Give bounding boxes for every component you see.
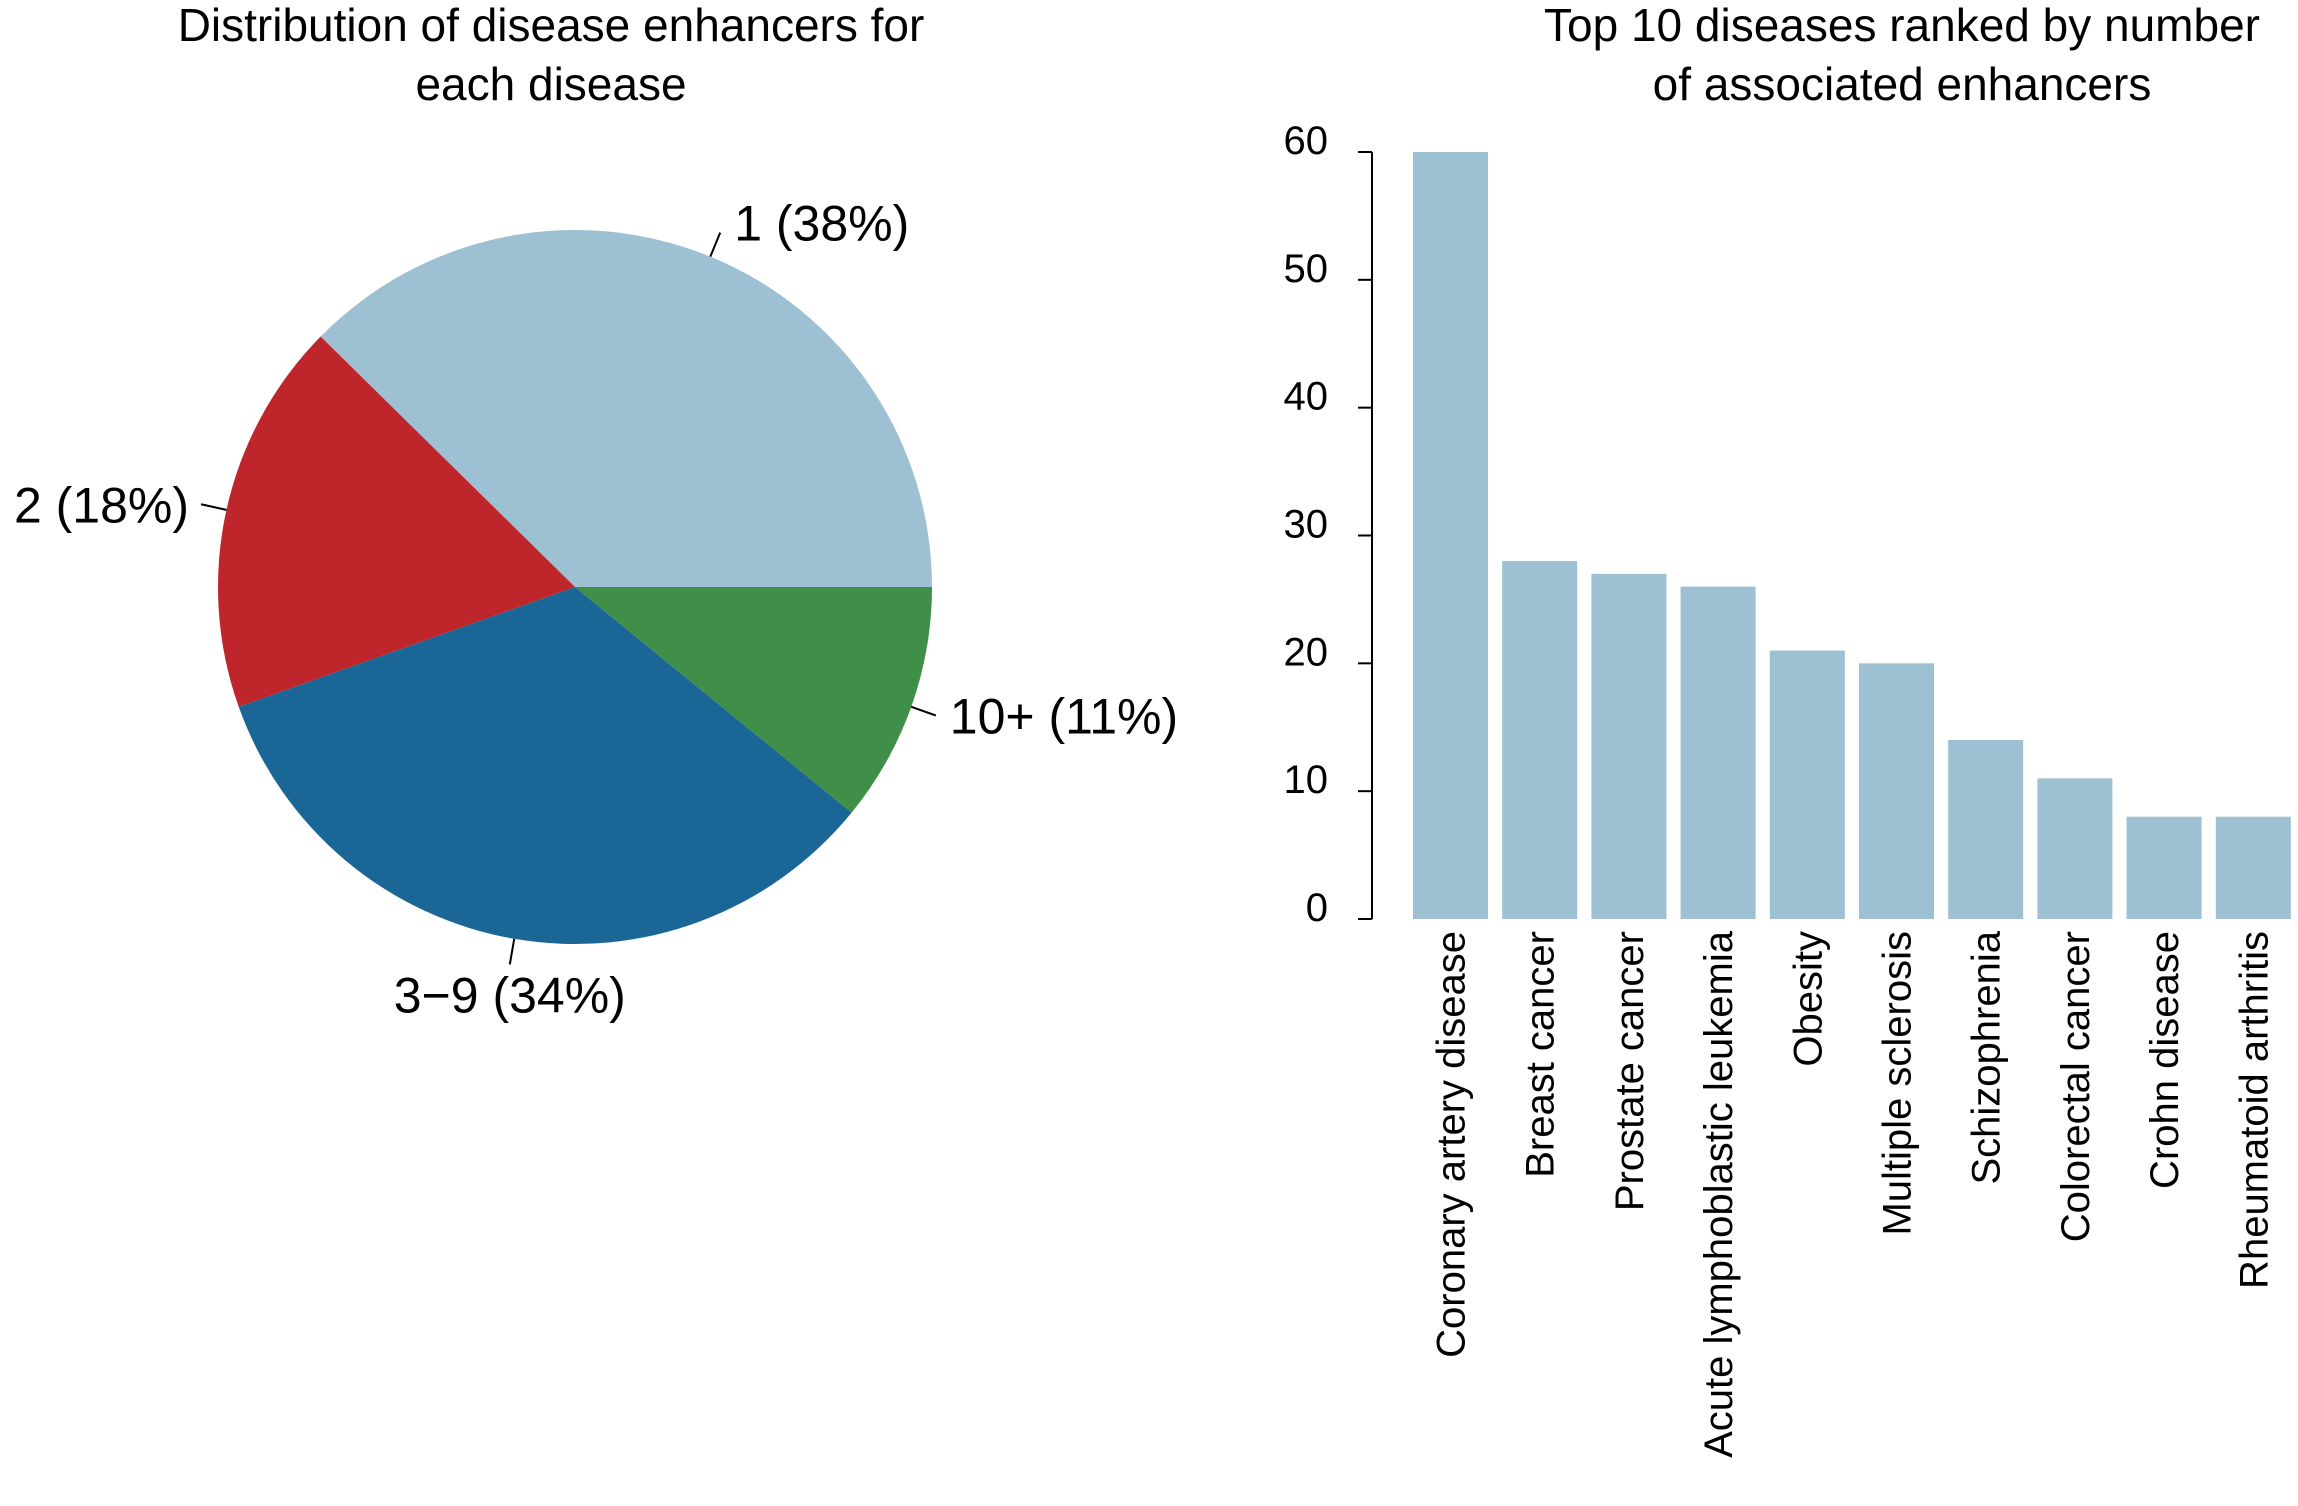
bar-schizophrenia — [1948, 740, 2024, 919]
bar-title-line-1: Top 10 diseases ranked by number — [1544, 0, 2260, 51]
y-tick-label-10: 10 — [1284, 758, 1329, 802]
pie-leader-1 — [709, 232, 722, 258]
x-tick-label-obesity: Obesity — [1786, 931, 1830, 1067]
pie-leader-3-9 — [508, 938, 516, 965]
x-tick-label-breast-cancer: Breast cancer — [1519, 931, 1563, 1178]
x-tick-label-coronary-artery-disease: Coronary artery disease — [1430, 931, 1474, 1358]
x-tick-label-prostate-cancer: Prostate cancer — [1608, 931, 1652, 1211]
x-tick-label-acute-lymphoblastic-leukemia: Acute lymphoblastic leukemia — [1697, 930, 1741, 1458]
bar-prostate-cancer — [1591, 573, 1667, 919]
bar-coronary-artery-disease — [1413, 152, 1488, 919]
pie-slice-10 — [575, 587, 932, 813]
bar-rheumatoid-arthritis — [2215, 816, 2291, 919]
bars — [1413, 152, 2291, 919]
y-tick-label-40: 40 — [1284, 375, 1329, 419]
bar-obesity — [1769, 650, 1845, 919]
y-tick-label-0: 0 — [1306, 886, 1328, 930]
pie-label-2: 2 (18%) — [14, 477, 189, 533]
pie-leader-10 — [910, 705, 937, 717]
pie-leader-2 — [200, 503, 227, 511]
x-tick-label-multiple-sclerosis: Multiple sclerosis — [1876, 931, 1920, 1236]
pie-label-10: 10+ (11%) — [950, 689, 1178, 745]
x-tick-label-colorectal-cancer: Colorectal cancer — [2054, 931, 2098, 1242]
pie-title-line-1: Distribution of disease enhancers for — [178, 0, 925, 51]
y-axis: 0 10 20 30 40 50 60 — [1284, 119, 1373, 930]
y-tick-label-60: 60 — [1284, 119, 1329, 163]
x-tick-label-rheumatoid-arthritis: Rheumatoid arthritis — [2232, 931, 2276, 1289]
y-tick-label-50: 50 — [1284, 247, 1329, 291]
bar-chart: Top 10 diseases ranked by number of asso… — [1284, 0, 2291, 1458]
x-tick-label-crohn-disease: Crohn disease — [2143, 931, 2187, 1189]
bar-acute-lymphoblastic-leukemia — [1680, 586, 1756, 919]
pie-labels: 1 (38%) 2 (18%) 3−9 (34%) 10+ (11%) — [14, 196, 1178, 1024]
pie-slices — [218, 230, 932, 944]
y-tick-label-30: 30 — [1284, 503, 1329, 547]
pie-slice-2 — [218, 336, 575, 707]
x-tick-label-schizophrenia: Schizophrenia — [1965, 930, 2009, 1184]
pie-label-1: 1 (38%) — [734, 196, 909, 252]
pie-chart: Distribution of disease enhancers for ea… — [14, 0, 1178, 1023]
pie-slice-3-9 — [238, 587, 852, 944]
pie-label-3-9: 3−9 (34%) — [394, 967, 626, 1023]
bar-title-line-2: of associated enhancers — [1653, 58, 2152, 110]
bar-crohn-disease — [2126, 816, 2202, 919]
bar-breast-cancer — [1502, 561, 1578, 919]
bar-colorectal-cancer — [2037, 778, 2113, 919]
pie-slice-1 — [320, 230, 932, 587]
y-tick-label-20: 20 — [1284, 630, 1329, 674]
x-tick-labels: Coronary artery disease Breast cancer Pros… — [1430, 930, 2277, 1458]
bar-multiple-sclerosis — [1859, 663, 1934, 919]
pie-title-line-2: each disease — [415, 58, 686, 110]
